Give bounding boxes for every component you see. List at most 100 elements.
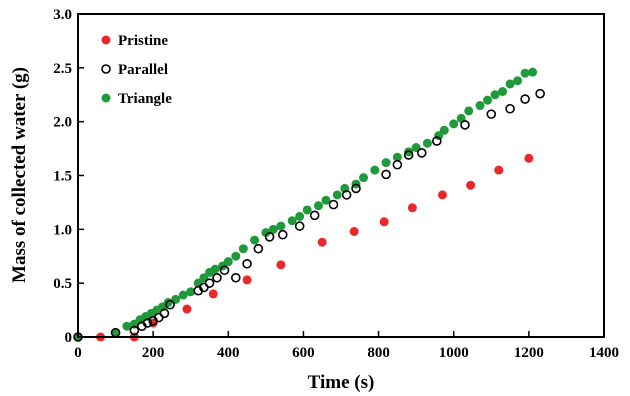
pristine-point xyxy=(494,165,504,175)
pristine-point xyxy=(182,304,192,314)
parallel-point xyxy=(219,265,230,276)
x-axis-title: Time (s) xyxy=(308,372,375,393)
pristine-point xyxy=(208,289,218,299)
x-tick-label: 1000 xyxy=(439,345,469,361)
axis-ticks: 0 200 400 600 800 1000 1200 1400 0 0.5 1.0 1.5 2.0 2.… xyxy=(53,7,619,361)
parallel-point xyxy=(403,150,414,160)
parallel-point xyxy=(231,272,241,283)
triangle-point xyxy=(520,68,530,78)
triangle-point xyxy=(475,101,485,111)
pristine-point xyxy=(276,260,286,270)
y-tick-label: 2.0 xyxy=(53,115,72,131)
triangle-point xyxy=(313,201,323,211)
legend-label-triangle: Triangle xyxy=(118,91,172,107)
triangle-point xyxy=(186,287,196,297)
x-tick-label: 1200 xyxy=(514,345,544,361)
triangle-point xyxy=(392,152,402,162)
pristine-point xyxy=(379,217,389,227)
pristine-point xyxy=(524,153,534,163)
y-tick-label: 2.5 xyxy=(53,61,72,77)
parallel-point xyxy=(432,136,442,146)
triangle-point xyxy=(381,158,391,168)
triangle-point xyxy=(122,321,132,331)
legend-label-pristine: Pristine xyxy=(118,33,168,49)
x-tick-label: 400 xyxy=(217,345,240,361)
parallel-point xyxy=(264,232,275,242)
x-tick-label: 600 xyxy=(292,345,315,361)
y-tick-label: 0.5 xyxy=(53,276,72,292)
triangle-point xyxy=(250,235,260,245)
triangle-point xyxy=(464,106,474,116)
triangle-point xyxy=(422,138,432,148)
triangle-point xyxy=(295,211,305,221)
pristine-point xyxy=(466,180,476,190)
triangle-point xyxy=(210,264,220,274)
parallel-point xyxy=(277,229,288,240)
parallel-point xyxy=(142,318,153,328)
parallel-point xyxy=(520,94,530,104)
triangle-point xyxy=(359,173,369,183)
pristine-point xyxy=(407,203,417,213)
parallel-point xyxy=(309,210,320,221)
triangle-point xyxy=(178,290,188,300)
legend-label-parallel: Parallel xyxy=(118,62,168,78)
pristine-point xyxy=(317,237,327,247)
legend: Pristine Parallel Triangle xyxy=(101,33,172,107)
pristine-point xyxy=(437,190,447,200)
triangle-point xyxy=(321,195,331,205)
triangle-point xyxy=(223,257,233,267)
triangle-point xyxy=(498,87,508,97)
x-tick-label: 200 xyxy=(142,345,165,361)
triangle-point xyxy=(302,205,312,215)
triangle-point xyxy=(439,125,449,135)
parallel-point xyxy=(351,183,361,194)
triangle-point xyxy=(370,165,380,175)
triangle-point xyxy=(287,216,297,226)
triangle-point xyxy=(231,251,241,261)
triangle-point xyxy=(449,119,459,129)
triangle-point xyxy=(261,228,271,238)
y-tick-label: 3.0 xyxy=(53,7,72,23)
triangle-point xyxy=(276,221,286,231)
triangle-point xyxy=(490,90,500,100)
triangle-point xyxy=(238,244,248,254)
legend-marker-triangle xyxy=(101,93,111,103)
parallel-point xyxy=(294,221,305,231)
y-tick-label: 1.0 xyxy=(53,222,72,238)
parallel-point xyxy=(242,258,252,269)
x-tick-label: 1400 xyxy=(589,345,619,361)
parallel-point xyxy=(505,103,515,114)
parallel-point xyxy=(486,109,497,119)
triangle-point xyxy=(332,190,342,200)
triangle-point xyxy=(483,95,493,105)
triangle-point xyxy=(434,131,444,141)
parallel-point xyxy=(328,199,339,210)
parallel-point xyxy=(460,120,470,130)
parallel-point xyxy=(165,299,175,310)
pristine-point xyxy=(242,275,252,285)
parallel-point xyxy=(253,243,264,254)
parallel-point xyxy=(392,159,403,170)
y-tick-label: 1.5 xyxy=(53,169,72,185)
legend-marker-pristine xyxy=(101,35,111,45)
x-tick-label: 800 xyxy=(367,345,390,361)
parallel-point xyxy=(381,169,391,180)
parallel-point xyxy=(535,88,545,99)
y-tick-label: 0 xyxy=(65,330,73,346)
x-tick-label: 0 xyxy=(74,345,82,361)
parallel-point xyxy=(416,148,427,158)
legend-marker-parallel xyxy=(101,64,111,74)
triangle-point xyxy=(111,328,121,338)
parallel-point xyxy=(204,278,215,288)
triangle-point xyxy=(528,67,538,77)
parallel-point xyxy=(159,308,170,319)
triangle-point xyxy=(513,76,523,86)
parallel-point xyxy=(212,272,222,283)
data-points xyxy=(73,67,545,342)
y-axis-title: Mass of collected water (g) xyxy=(9,67,30,283)
pristine-point xyxy=(349,226,359,236)
triangle-point xyxy=(268,224,278,234)
triangle-point xyxy=(505,79,515,89)
parallel-point xyxy=(341,190,352,200)
